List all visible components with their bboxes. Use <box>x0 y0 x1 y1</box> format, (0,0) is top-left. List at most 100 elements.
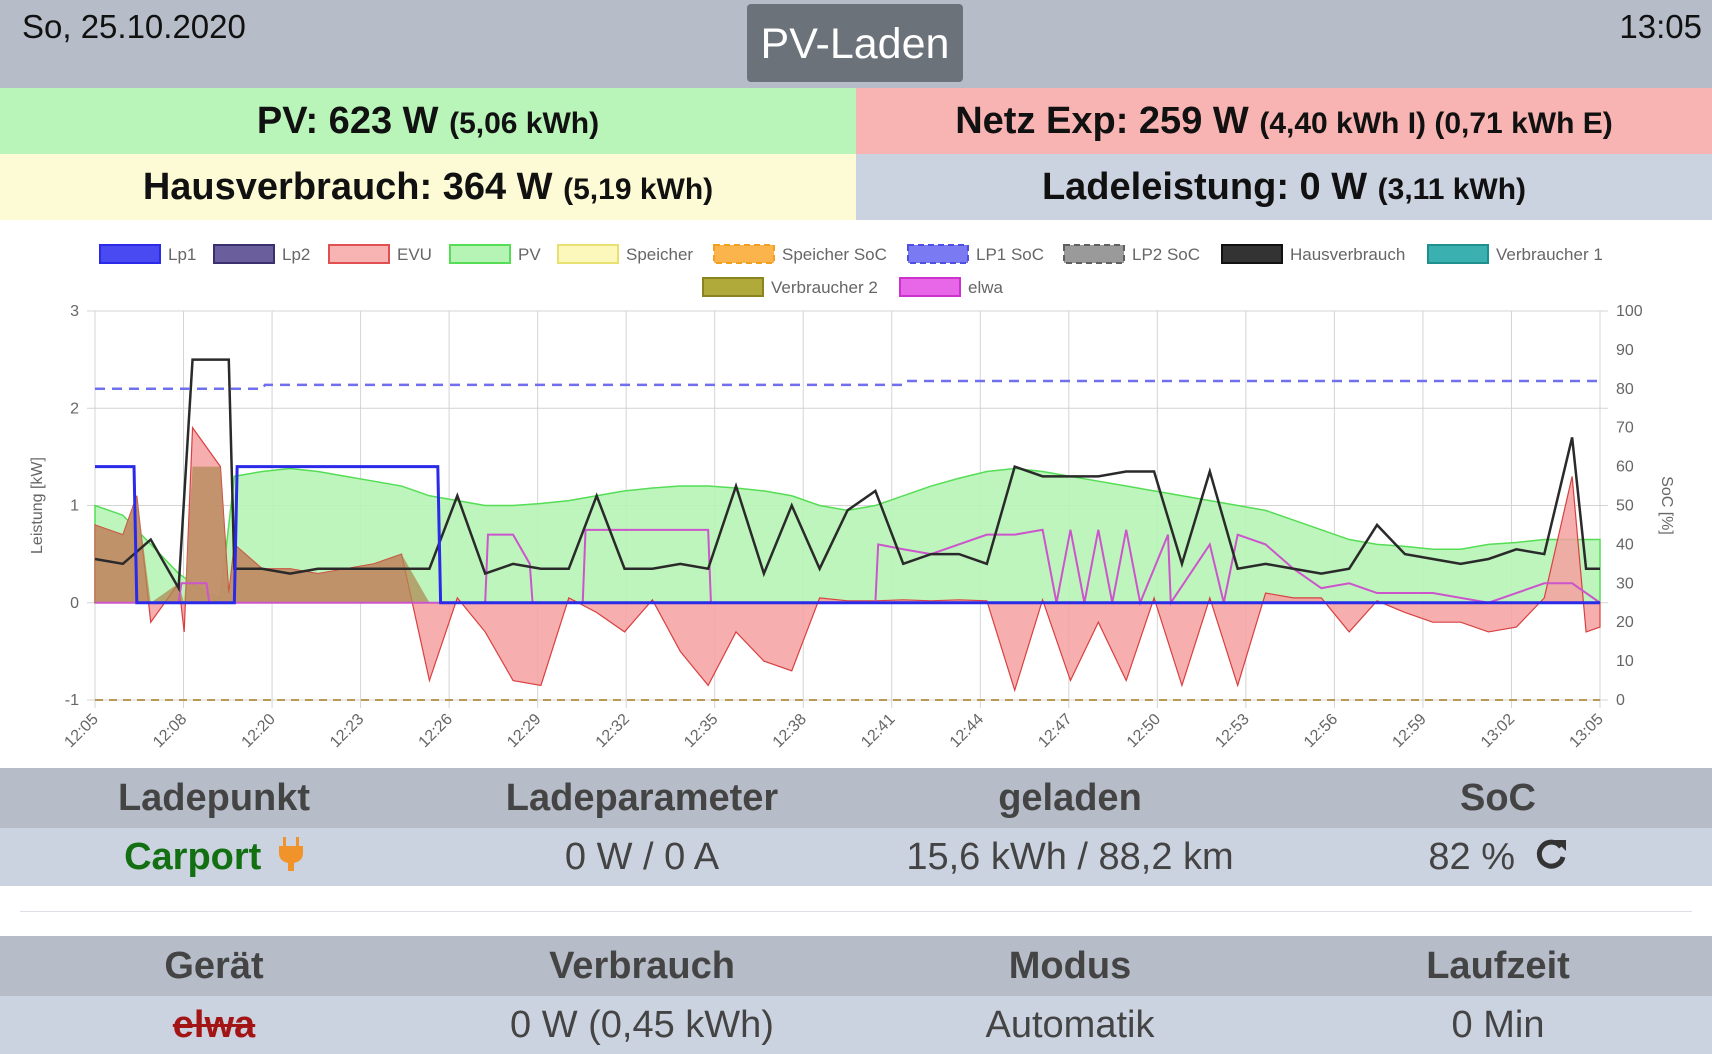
y2-tick-label: 100 <box>1616 303 1643 320</box>
mode-button[interactable]: PV-Laden <box>747 4 963 82</box>
col-header-laufzeit: Laufzeit <box>1426 945 1570 987</box>
x-tick-label: 12:08 <box>150 711 190 751</box>
y2-tick-label: 20 <box>1616 614 1634 631</box>
legend-swatch-lp1-soc <box>907 244 969 264</box>
x-tick-label: 12:44 <box>947 711 987 751</box>
y2-tick-label: 10 <box>1616 653 1634 670</box>
device-mode[interactable]: Automatik <box>985 1004 1155 1046</box>
charged-amount: 15,6 kWh / 88,2 km <box>906 836 1234 878</box>
legend-label-verbraucher-1: Verbraucher 1 <box>1496 245 1603 264</box>
legend-label-lp1-soc: LP1 SoC <box>976 245 1044 264</box>
x-tick-label: 12:32 <box>593 711 633 751</box>
device-name[interactable]: elwa <box>172 1004 256 1046</box>
chargepoint-name-cell[interactable]: Carport <box>0 828 428 886</box>
y-tick-label: 3 <box>70 303 79 320</box>
legend-swatch-lp1 <box>99 244 161 264</box>
house-energy: (5,19 kWh) <box>563 173 714 206</box>
power-chart: Lp1 Lp2 EVU PV Speicher Speicher SoC LP1 SoC LP… <box>29 244 1675 751</box>
x-tick-label: 12:41 <box>858 711 898 751</box>
legend-label-lp1: Lp1 <box>168 245 196 264</box>
chargepoint-table-header: Ladepunkt Ladeparameter geladen SoC <box>0 768 1712 828</box>
col-header-geraet: Gerät <box>164 945 264 987</box>
series-lp1-soc <box>95 379 1600 391</box>
pv-status: PV: 623 W (5,06 kWh) <box>0 88 856 154</box>
y-tick-label: 0 <box>70 595 79 612</box>
device-name-cell[interactable]: elwa <box>0 996 428 1054</box>
legend-swatch-lp2 <box>213 244 275 264</box>
legend-swatch-evu <box>328 244 390 264</box>
y-tick-label: -1 <box>65 692 79 709</box>
col-header-geladen: geladen <box>998 777 1142 819</box>
x-tick-label: 13:05 <box>1566 711 1606 751</box>
legend-swatch-speicher <box>557 244 619 264</box>
x-tick-label: 12:20 <box>239 711 279 751</box>
y2-tick-label: 0 <box>1616 692 1625 709</box>
charge-parameter: 0 W / 0 A <box>564 836 720 878</box>
legend-label-lp2: Lp2 <box>282 245 310 264</box>
house-status: Hausverbrauch: 364 W (5,19 kWh) <box>0 154 856 220</box>
charge-status: Ladeleistung: 0 W (3,11 kWh) <box>856 154 1712 220</box>
soc-value: 82 % <box>1428 836 1516 878</box>
legend-label-speicher: Speicher <box>626 245 693 264</box>
charge-energy: (3,11 kWh) <box>1377 173 1527 206</box>
legend-swatch-verbraucher-1 <box>1427 244 1489 264</box>
series-elwa <box>95 528 1601 607</box>
soc-cell: 82 % <box>1284 828 1712 886</box>
series-lp1 <box>95 465 1600 605</box>
top-bar: So, 25.10.2020 PV-Laden 13:05 <box>0 0 1712 88</box>
col-header-soc: SoC <box>1460 777 1536 819</box>
legend-swatch-verbraucher-2 <box>702 277 764 297</box>
x-tick-label: 12:35 <box>681 711 721 751</box>
y2-tick-label: 40 <box>1616 536 1634 553</box>
house-power: Hausverbrauch: 364 W <box>142 166 553 208</box>
x-tick-label: 12:50 <box>1124 711 1164 751</box>
legend-label-speicher-soc: Speicher SoC <box>782 245 887 264</box>
y2-tick-label: 80 <box>1616 381 1634 398</box>
y2-tick-label: 50 <box>1616 498 1634 515</box>
legend-label-pv: PV <box>518 245 541 264</box>
grid-power: Netz Exp: 259 W <box>955 100 1249 142</box>
x-tick-label: 12:59 <box>1389 711 1429 751</box>
device-row: elwa 0 W (0,45 kWh) Automatik 0 Min <box>0 996 1712 1054</box>
refresh-icon[interactable] <box>1534 830 1568 888</box>
y-tick-label: 1 <box>70 498 79 515</box>
legend-label-lp2-soc: LP2 SoC <box>1132 245 1200 264</box>
device-runtime: 0 Min <box>1451 1004 1545 1046</box>
col-header-verbrauch: Verbrauch <box>549 945 735 987</box>
x-tick-label: 12:56 <box>1301 711 1341 751</box>
time-display: 13:05 <box>1619 8 1702 45</box>
y-tick-label: 2 <box>70 400 79 417</box>
pv-power: PV: 623 W <box>256 100 439 142</box>
plug-icon <box>278 830 304 888</box>
legend-label-hausverbrauch: Hausverbrauch <box>1290 245 1405 264</box>
x-tick-label: 12:29 <box>504 711 544 751</box>
y2-tick-label: 70 <box>1616 420 1634 437</box>
x-tick-label: 12:26 <box>416 711 456 751</box>
x-tick-label: 12:47 <box>1035 711 1075 751</box>
x-tick-label: 12:23 <box>327 711 367 751</box>
legend-label-verbraucher-2: Verbraucher 2 <box>771 278 878 297</box>
chargepoint-row: Carport 0 W / 0 A 15,6 kWh / 88,2 km 82 … <box>0 828 1712 886</box>
col-header-modus: Modus <box>1008 945 1132 987</box>
y2-axis-label: SoC [%] <box>1658 476 1675 535</box>
legend-swatch-lp2-soc <box>1063 244 1125 264</box>
x-tick-label: 12:38 <box>770 711 810 751</box>
col-header-ladeparameter: Ladeparameter <box>505 777 779 819</box>
legend-swatch-elwa <box>899 277 961 297</box>
charge-power: Ladeleistung: 0 W <box>1041 166 1368 208</box>
y-axis-label: Leistung [kW] <box>29 457 46 554</box>
device-usage: 0 W (0,45 kWh) <box>510 1004 774 1046</box>
x-tick-label: 12:05 <box>61 711 101 751</box>
legend-swatch-pv <box>449 244 511 264</box>
chargepoint-name[interactable]: Carport <box>124 836 262 878</box>
device-table-header: Gerät Verbrauch Modus Laufzeit <box>0 936 1712 996</box>
series-hausverbrauch <box>94 358 1600 593</box>
grid-status: Netz Exp: 259 W (4,40 kWh I) (0,71 kWh E… <box>856 88 1712 154</box>
col-header-ladepunkt: Ladepunkt <box>117 777 311 819</box>
legend-label-evu: EVU <box>397 245 432 264</box>
x-tick-label: 12:53 <box>1212 711 1252 751</box>
date-display: So, 25.10.2020 <box>22 8 246 45</box>
y2-tick-label: 60 <box>1616 459 1634 476</box>
x-tick-label: 13:02 <box>1478 711 1518 751</box>
pv-energy: (5,06 kWh) <box>449 107 600 140</box>
